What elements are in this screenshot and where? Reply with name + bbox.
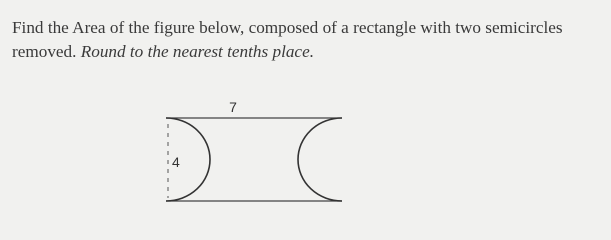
question: Find the Area of the figure below, compo… xyxy=(12,16,604,64)
width-label: 7 xyxy=(229,99,237,115)
right-semicircle xyxy=(297,117,343,202)
question-text: Find the Area of the figure below, compo… xyxy=(12,18,563,61)
left-semicircle xyxy=(165,117,211,202)
height-label: 4 xyxy=(172,154,180,170)
page: Find the Area of the figure below, compo… xyxy=(12,16,604,202)
instruction: Round to the nearest tenths place. xyxy=(80,42,314,61)
figure: 7 4 xyxy=(165,99,343,202)
